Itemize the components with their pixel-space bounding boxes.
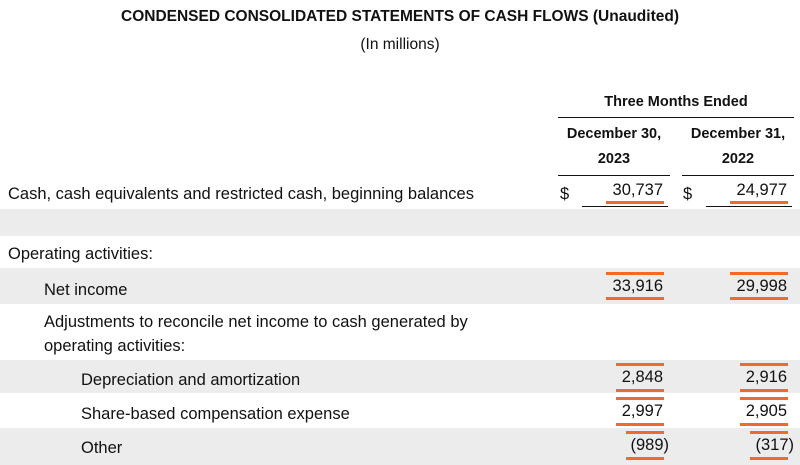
value-net-income-2023: 33,916: [612, 277, 663, 295]
highlight-underline: [750, 457, 788, 460]
value-beginning-2022: 24,977: [736, 181, 787, 199]
row-label-adjustments-line2: operating activities:: [44, 337, 186, 355]
row-band-depreciation: [0, 360, 800, 393]
value-share-based-2022: 2,905: [745, 402, 787, 420]
period-header: Three Months Ended: [604, 94, 748, 110]
value-net-income-2022: 29,998: [736, 277, 787, 295]
highlight-overline: [750, 431, 788, 434]
row-label-beginning-balances: Cash, cash equivalents and restricted ca…: [8, 185, 474, 203]
highlight-underline: [626, 457, 664, 460]
col2-header-line1: December 31,: [690, 126, 786, 142]
value-depreciation-2022: 2,916: [745, 368, 787, 386]
value-other-2023: (989): [630, 436, 669, 454]
col2-header-line2: 2022: [721, 151, 755, 167]
highlight-underline: [606, 297, 664, 300]
value-beginning-2023: 30,737: [612, 181, 663, 199]
highlight-overline: [740, 397, 788, 400]
spacer-band: [0, 209, 800, 236]
statement-title: CONDENSED CONSOLIDATED STATEMENTS OF CAS…: [121, 8, 679, 25]
row-band-other: [0, 428, 800, 465]
value-share-based-2023: 2,997: [621, 402, 663, 420]
currency-symbol-2022: $: [683, 185, 693, 203]
cell-underline: [706, 206, 792, 207]
section-label-operating: Operating activities:: [8, 245, 153, 263]
period-header-rule: [558, 117, 794, 118]
highlight-underline: [616, 389, 664, 392]
statement-subtitle: (In millions): [360, 36, 440, 53]
highlight-underline: [616, 423, 664, 426]
col1-header-line2: 2023: [597, 151, 631, 167]
cell-underline: [582, 206, 668, 207]
highlight-overline: [740, 363, 788, 366]
highlight-underline: [740, 423, 788, 426]
highlight-underline: [730, 201, 788, 204]
row-label-adjustments-line1: Adjustments to reconcile net income to c…: [44, 313, 468, 331]
col1-header-line1: December 30,: [566, 126, 662, 142]
row-label-depreciation: Depreciation and amortization: [81, 371, 301, 389]
row-band-net-income: [0, 268, 800, 304]
col1-header-rule: [558, 175, 670, 176]
col2-header-rule: [682, 175, 794, 176]
value-depreciation-2023: 2,848: [621, 368, 663, 386]
highlight-overline: [730, 272, 788, 275]
highlight-underline: [740, 389, 788, 392]
highlight-overline: [616, 397, 664, 400]
row-label-net-income: Net income: [44, 281, 128, 299]
currency-symbol-2023: $: [560, 185, 570, 203]
row-label-other: Other: [81, 439, 123, 457]
value-other-2022: (317): [755, 436, 794, 454]
highlight-underline: [730, 297, 788, 300]
highlight-underline: [606, 201, 664, 204]
highlight-overline: [606, 272, 664, 275]
highlight-overline: [616, 363, 664, 366]
highlight-overline: [626, 431, 664, 434]
row-label-share-based-comp: Share-based compensation expense: [81, 405, 350, 423]
